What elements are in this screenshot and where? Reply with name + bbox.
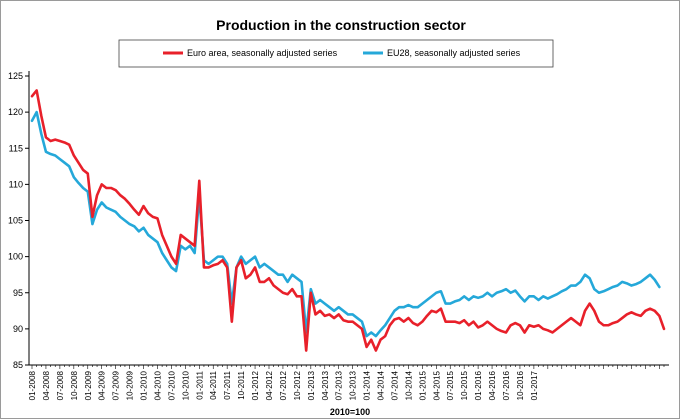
y-tick-label: 105 <box>8 216 23 226</box>
x-tick-label: 07-2011 <box>223 370 232 399</box>
x-tick-label: 01-2008 <box>28 370 37 400</box>
x-tick-label: 10-2014 <box>404 370 413 400</box>
legend: Euro area, seasonally adjusted series EU… <box>118 39 554 68</box>
y-tick-label: 110 <box>9 179 23 189</box>
x-tick-label: 04-2012 <box>265 370 274 400</box>
x-tick-label: 01-2017 <box>530 370 539 400</box>
series-line-eu28 <box>30 110 661 338</box>
x-tick-label: 10-2008 <box>70 370 79 400</box>
x-tick-label: 07-2016 <box>502 370 511 400</box>
series-group <box>30 89 666 352</box>
x-tick-label: 01-2014 <box>363 370 372 400</box>
y-axis: 85 90 95 100 105 110 115 120 125 <box>8 71 30 370</box>
y-tick-label: 90 <box>13 324 23 334</box>
x-tick-label: 01-2016 <box>474 370 483 400</box>
x-tick-label: 01-2015 <box>418 370 427 400</box>
x-tick-label: 10-2009 <box>126 370 135 400</box>
series-line-euro-area <box>30 89 666 352</box>
y-tick-label: 115 <box>9 143 23 153</box>
y-tick-label: 85 <box>13 360 23 370</box>
x-tick-label: 07-2014 <box>390 370 399 400</box>
x-axis: 01-2008 04-2008 07-2008 10-2008 01-2009 04-20… <box>28 364 669 400</box>
y-tick-label: 120 <box>8 107 23 117</box>
x-tick-label: 07-2008 <box>56 370 65 400</box>
legend-box <box>118 39 554 68</box>
x-tick-label: 01-2012 <box>251 370 260 400</box>
legend-label-euro-area: Euro area, seasonally adjusted series <box>187 48 338 58</box>
x-tick-label: 01-2011 <box>195 370 204 399</box>
y-tick-label: 100 <box>8 252 23 262</box>
x-tick-label: 10-2015 <box>460 370 469 400</box>
y-tick-label: 125 <box>8 71 23 81</box>
x-tick-label: 04-2015 <box>432 370 441 400</box>
x-tick-label: 04-2010 <box>153 370 162 400</box>
x-tick-label: 04-2013 <box>321 370 330 400</box>
x-tick-label: 01-2010 <box>140 370 149 400</box>
y-tick-label: 95 <box>13 288 23 298</box>
chart-title: Production in the construction sector <box>216 17 466 33</box>
x-tick-label: 04-2016 <box>488 370 497 400</box>
x-tick-label: 07-2012 <box>279 370 288 400</box>
x-axis-label: 2010=100 <box>330 407 370 417</box>
x-tick-label: 01-2009 <box>84 370 93 400</box>
x-tick-label: 10-2012 <box>293 370 302 400</box>
legend-label-eu28: EU28, seasonally adjusted series <box>387 48 521 58</box>
x-tick-label: 10-2013 <box>349 370 358 400</box>
x-tick-label: 07-2009 <box>112 370 121 400</box>
x-tick-label: 04-2008 <box>42 370 51 400</box>
x-tick-label: 04-2014 <box>377 370 386 400</box>
x-tick-label: 04-2009 <box>98 370 107 400</box>
x-tick-label: 07-2010 <box>167 370 176 400</box>
x-tick-label: 07-2015 <box>446 370 455 400</box>
x-tick-label: 10-2016 <box>516 370 525 400</box>
x-tick-label: 01-2013 <box>307 370 316 400</box>
x-tick-label: 10-2010 <box>181 370 190 400</box>
x-tick-label: 07-2013 <box>335 370 344 400</box>
x-tick-label: 04-2011 <box>209 370 218 399</box>
x-tick-label: 10-2011 <box>237 370 246 399</box>
